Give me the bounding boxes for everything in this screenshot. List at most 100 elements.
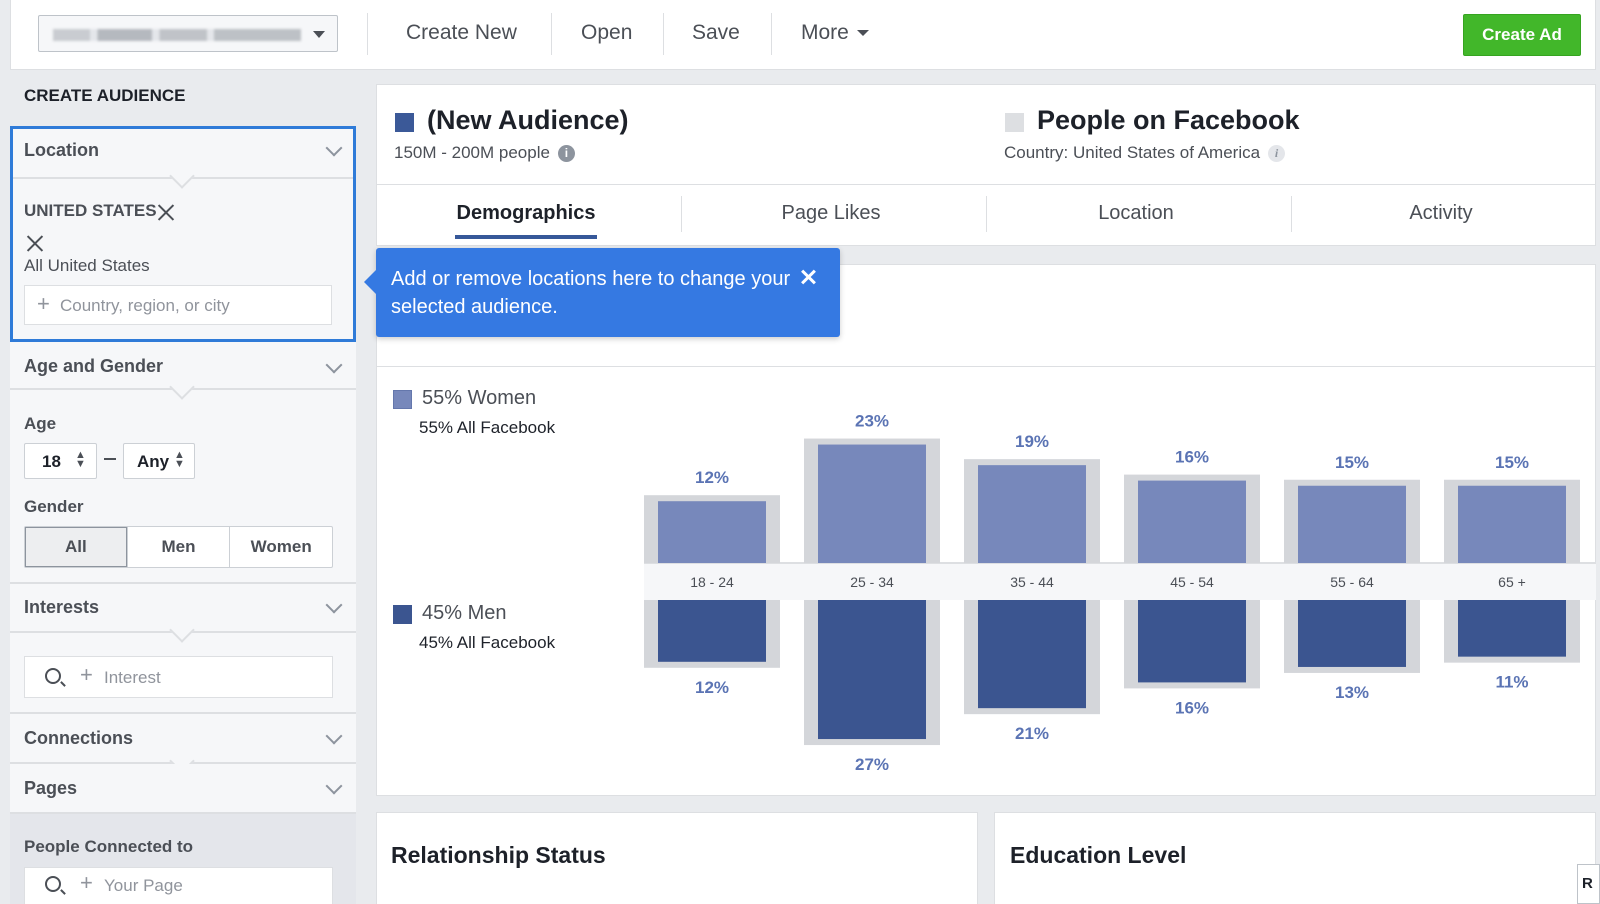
tab-divider [681,196,682,232]
create-audience-sidebar: CREATE AUDIENCE Location UNITED STATES A… [10,70,356,904]
men-bar [818,600,926,740]
comparison-title: People on Facebook [1037,105,1300,135]
page-search-input[interactable]: + Your Page [24,867,333,904]
women-value-label: 16% [1175,448,1209,467]
age-tick-label: 45 - 54 [1170,574,1214,590]
search-icon [45,668,61,684]
info-icon[interactable]: i [557,145,575,163]
divider [10,712,356,714]
info-icon[interactable]: i [1268,145,1286,163]
men-bar [1298,600,1406,667]
create-new-button[interactable]: Create New [406,21,517,44]
tab-divider [986,196,987,232]
more-label: More [801,21,849,44]
women-bar [818,444,926,563]
gender-all-button[interactable]: All [25,527,127,567]
women-value-label: 23% [855,412,889,431]
men-bar [1458,600,1566,657]
age-min-value: 18 [42,452,61,471]
toolbar-divider [771,13,772,55]
people-connected-section: People Connected to + Your Page [10,814,356,904]
toolbar-divider [551,13,552,55]
close-icon[interactable] [799,268,817,286]
women-bar [658,501,766,563]
gender-selector: All Men Women [24,526,333,568]
age-tick-label: 35 - 44 [1010,574,1054,590]
age-min-stepper[interactable]: 18 ▲ ▼ [24,443,97,479]
ad-account-select[interactable] [38,15,338,52]
toolbar-divider [367,13,368,55]
tab-label: Demographics [456,202,596,224]
top-toolbar: Create New Open Save More Create Ad [10,0,1596,70]
location-label: Location [24,140,99,160]
more-button[interactable]: More [801,21,869,45]
tab-demographics[interactable]: Demographics [377,200,675,240]
open-button[interactable]: Open [581,21,633,44]
caret-down-icon [856,30,869,37]
create-ad-button[interactable]: Create Ad [1463,14,1581,56]
men-bar [978,600,1086,709]
tab-label: Page Likes [781,202,881,224]
gender-men-button[interactable]: Men [126,527,230,567]
men-value-label: 13% [1335,683,1369,702]
range-dash [104,458,116,460]
audience-size-text: 150M - 200M people [394,143,550,162]
tab-activity[interactable]: Activity [1292,200,1590,240]
pages-label: Pages [24,778,78,798]
women-value-label: 19% [1015,432,1049,451]
location-tooltip: Add or remove locations here to change y… [364,248,840,337]
location-scope: All United States [24,256,150,275]
men-legend: 45% Men [422,602,507,624]
toolbar-divider [663,13,664,55]
location-header[interactable]: Location [13,129,353,179]
connections-header[interactable]: Connections [10,714,356,764]
pages-header[interactable]: Pages [10,764,356,814]
age-tick-label: 18 - 24 [690,574,734,590]
interest-search-input[interactable]: + Interest [24,656,333,698]
people-connected-label: People Connected to [24,837,194,856]
men-fb-legend: 45% All Facebook [419,633,556,652]
women-bar [1138,480,1246,563]
page-placeholder: Your Page [104,876,183,895]
location-search-input[interactable]: + Country, region, or city [24,285,332,325]
corner-tag[interactable]: R [1577,864,1600,904]
divider [10,582,356,584]
active-tab-indicator [455,235,597,239]
audience-color-swatch [395,113,414,132]
audience-size: 150M - 200M people i [394,143,575,163]
tooltip-text: Add or remove locations here to change y… [391,268,791,318]
women-value-label: 15% [1335,453,1369,472]
women-bar [978,465,1086,563]
men-value-label: 11% [1495,673,1528,692]
tab-label: Location [1098,202,1174,224]
plus-icon: + [80,662,93,687]
age-label: Age [24,414,57,433]
tab-label: Activity [1409,202,1473,224]
men-value-label: 16% [1175,698,1209,717]
interests-label: Interests [24,597,100,617]
interest-placeholder: Interest [104,668,161,687]
tab-location[interactable]: Location [987,200,1285,240]
interests-section: Interests + Interest [10,584,356,712]
women-value-label: 15% [1495,453,1529,472]
men-value-label: 12% [695,678,729,697]
search-icon [45,876,61,892]
tab-divider [1291,196,1292,232]
tab-page-likes[interactable]: Page Likes [682,200,980,240]
relationship-title: Relationship Status [391,842,606,868]
gender-women-button[interactable]: Women [229,527,332,567]
comparison-color-swatch [1005,113,1024,132]
plus-icon: + [37,291,50,316]
age-gender-header[interactable]: Age and Gender [10,342,356,392]
save-button[interactable]: Save [692,21,740,44]
account-name-redacted [53,29,301,41]
interests-header[interactable]: Interests [10,584,356,634]
men-value-label: 21% [1015,724,1049,743]
selected-country: UNITED STATES [24,201,175,221]
divider [376,184,1596,185]
divider [10,812,356,814]
age-max-stepper[interactable]: Any ▲ ▼ [123,443,195,479]
country-label: UNITED STATES [24,201,157,220]
stepper-arrows-icon: ▲ ▼ [174,449,185,470]
